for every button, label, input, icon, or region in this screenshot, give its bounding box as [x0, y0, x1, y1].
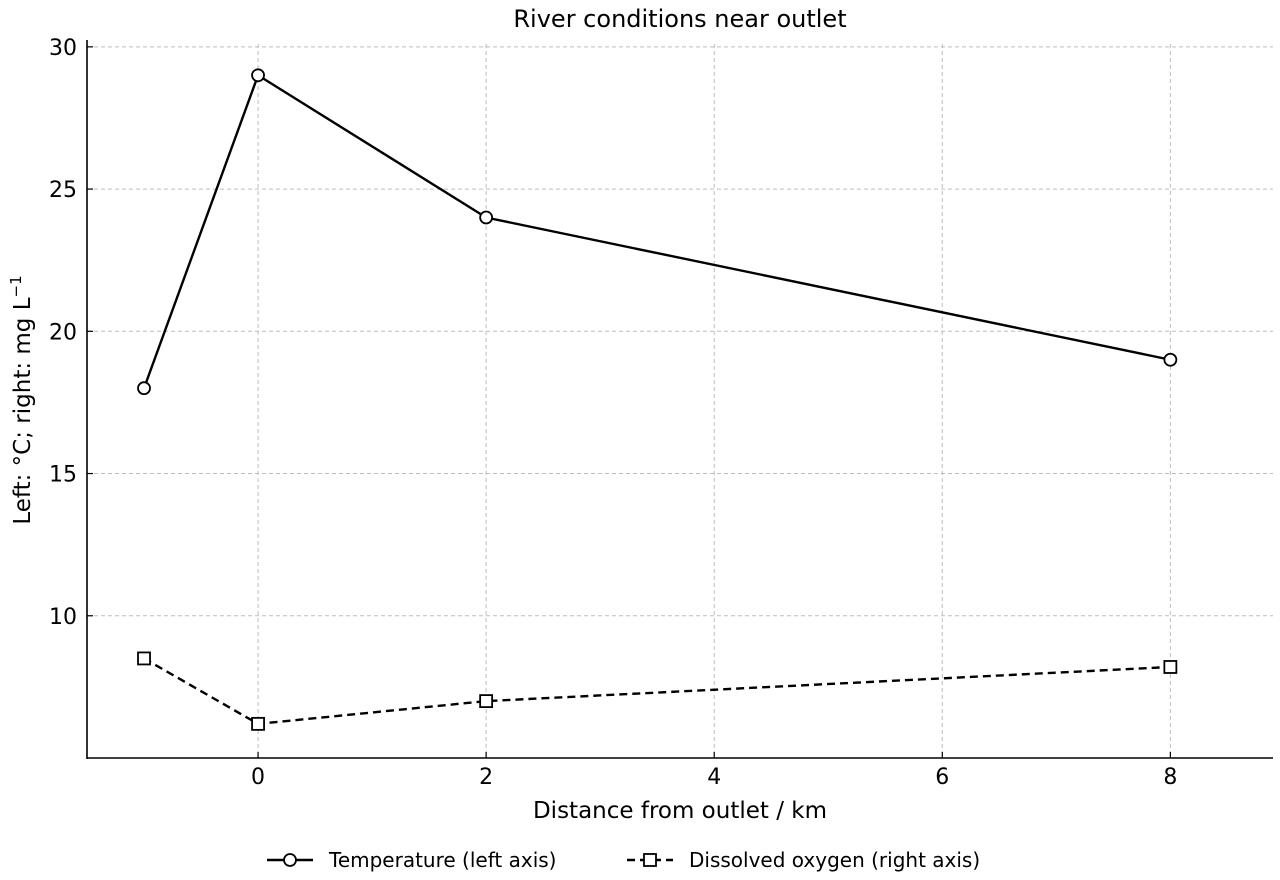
legend: Temperature (left axis) Dissolved oxygen … [267, 848, 980, 872]
legend-label: Dissolved oxygen (right axis) [689, 848, 980, 872]
y-tick-label: 20 [49, 320, 77, 345]
x-tick-label: 8 [1163, 765, 1177, 790]
data-point [1163, 352, 1178, 367]
data-point [251, 716, 265, 731]
y-tick-label: 10 [49, 605, 77, 630]
y-axis-label-main: Left: °C; right: mg L [10, 297, 36, 524]
series-line [143, 657, 1171, 726]
axes [86, 40, 1273, 759]
x-tick-label: 0 [251, 765, 265, 790]
x-tick-label: 2 [479, 765, 493, 790]
series-line [142, 73, 1171, 389]
y-axis-label-superscript: −1 [7, 275, 25, 297]
x-tick-label: 6 [935, 765, 949, 790]
legend-item-0: Temperature (left axis) [267, 848, 556, 872]
y-ticks: 10 15 20 25 30 [49, 36, 93, 630]
x-axis-label: Distance from outlet / km [533, 798, 827, 824]
grid [87, 44, 1273, 758]
data-point [1163, 660, 1178, 674]
x-ticks: 0 2 4 6 8 [251, 752, 1177, 790]
data-point [137, 381, 151, 396]
series-1 [137, 651, 1178, 731]
y-axis-label: Left: °C; right: mg L−1 [7, 275, 36, 524]
legend-label: Temperature (left axis) [328, 848, 556, 872]
data-point [251, 68, 265, 83]
series-layer [137, 68, 1178, 731]
y-tick-label: 30 [49, 36, 77, 61]
data-point [137, 651, 151, 666]
data-point [479, 694, 494, 709]
legend-marker [643, 853, 657, 867]
legend-item-1: Dissolved oxygen (right axis) [627, 848, 980, 872]
x-tick-label: 4 [707, 765, 721, 790]
series-0 [137, 68, 1178, 396]
data-point [479, 210, 494, 225]
chart-title: River conditions near outlet [513, 5, 846, 33]
y-tick-label: 25 [49, 178, 77, 203]
y-tick-label: 15 [49, 463, 77, 488]
legend-marker [283, 853, 297, 867]
